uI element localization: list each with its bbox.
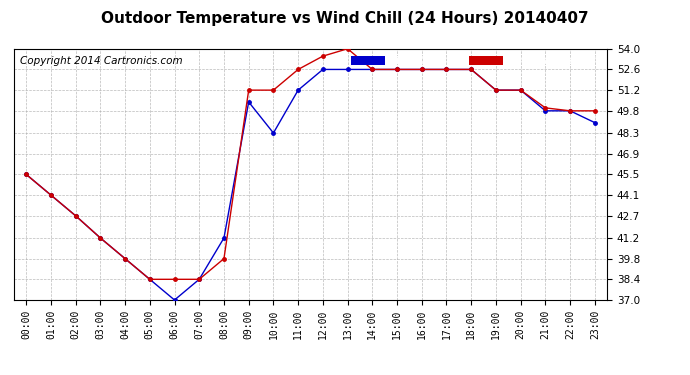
Text: Copyright 2014 Cartronics.com: Copyright 2014 Cartronics.com [20, 56, 182, 66]
Legend: Wind Chill  (°F), Temperature  (°F): Wind Chill (°F), Temperature (°F) [349, 54, 602, 68]
Text: Outdoor Temperature vs Wind Chill (24 Hours) 20140407: Outdoor Temperature vs Wind Chill (24 Ho… [101, 11, 589, 26]
